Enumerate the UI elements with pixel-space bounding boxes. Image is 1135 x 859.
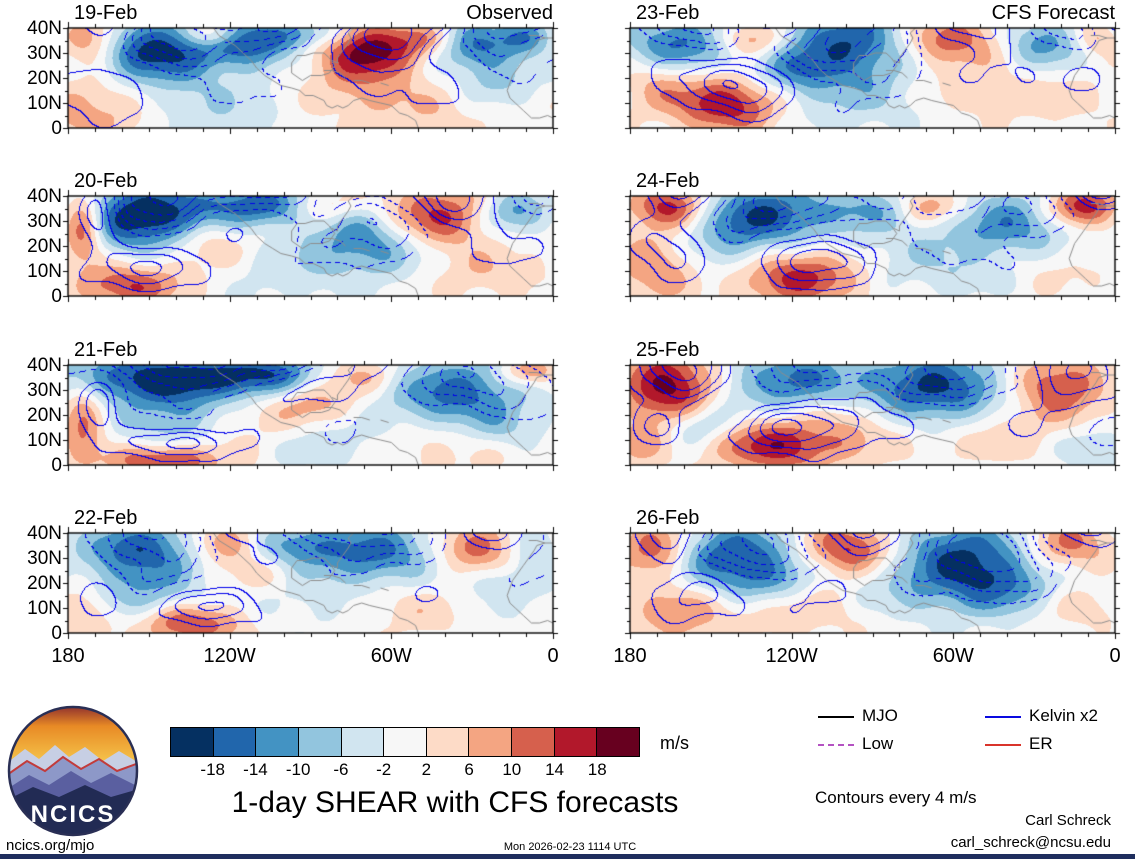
colorbar-tick-label: -18	[200, 760, 225, 779]
legend-line-kelvin-x2	[985, 716, 1021, 718]
legend-label-mjo: MJO	[862, 706, 898, 725]
panel-date-label: 22-Feb	[74, 507, 138, 529]
credit-name: Carl Schreck	[1025, 812, 1111, 829]
footer-bar	[0, 854, 1135, 859]
y-axis-tick-label: 30N	[27, 380, 62, 401]
y-axis-tick-label: 20N	[27, 405, 62, 426]
map-panel-20-Feb	[61, 189, 560, 303]
generation-timestamp: Mon 2026-02-23 1114 UTC	[503, 841, 637, 853]
x-axis-tick-label: 180	[613, 645, 647, 667]
colorbar-tick-label: 2	[421, 760, 432, 779]
colorbar-cell	[425, 727, 470, 757]
contour-note: Contours every 4 m/s	[815, 788, 977, 807]
map-panel-25-Feb	[623, 358, 1122, 472]
x-axis-tick-label: 60W	[932, 645, 974, 667]
figure-title: 1-day SHEAR with CFS forecasts	[231, 786, 679, 819]
colorbar-tick-label: 10	[502, 760, 522, 779]
panel-date-label: 19-Feb	[74, 2, 138, 24]
ncics-logo: NCICS	[7, 705, 139, 837]
colorbar-cell	[596, 727, 641, 757]
panel-date-label: 25-Feb	[636, 339, 700, 361]
colorbar-tick-label: 14	[545, 760, 564, 779]
map-panel-23-Feb	[623, 21, 1122, 135]
x-axis-tick-label: 120W	[765, 645, 818, 667]
column-heading: Observed	[466, 2, 553, 24]
legend-line-mjo	[818, 716, 854, 718]
colorbar-cell	[340, 727, 385, 757]
colorbar-tick-label: -6	[333, 760, 349, 779]
colorbar-cell	[255, 727, 299, 757]
y-axis-tick-label: 20N	[27, 236, 62, 257]
panel-date-label: 24-Feb	[636, 170, 700, 192]
site-link-text: ncics.org/mjo	[6, 837, 95, 854]
y-axis-tick-label: 30N	[27, 43, 62, 64]
y-axis-tick-label: 40N	[27, 18, 62, 39]
panel-date-label: 26-Feb	[636, 507, 700, 529]
colorbar-tick-label: 6	[464, 760, 474, 779]
ncics-logo-graphic: NCICS	[7, 705, 139, 837]
x-axis-tick-label: 120W	[203, 645, 256, 667]
colorbar-tick-label: 18	[587, 760, 607, 779]
y-axis-tick-label: 0	[51, 623, 62, 644]
x-axis-tick-label: 180	[51, 645, 85, 667]
panel-date-label: 23-Feb	[636, 2, 700, 24]
y-axis-tick-label: 10N	[27, 430, 62, 451]
map-panel-26-Feb	[623, 526, 1122, 640]
y-axis-tick-label: 20N	[27, 573, 62, 594]
colorbar-cell	[511, 727, 555, 757]
panel-date-label: 20-Feb	[74, 170, 138, 192]
y-axis-tick-label: 40N	[27, 186, 62, 207]
map-panel-24-Feb	[623, 189, 1122, 303]
ncics-logo-text: NCICS	[31, 801, 116, 828]
colorbar-cell	[468, 727, 513, 757]
x-axis-tick-label: 0	[1109, 645, 1121, 667]
legend-label-kelvin-x2: Kelvin x2	[1029, 706, 1098, 725]
y-axis-tick-label: 40N	[27, 523, 62, 544]
column-heading: CFS Forecast	[991, 2, 1115, 24]
colorbar-cell	[553, 727, 598, 757]
colorbar-cell	[297, 727, 342, 757]
colorbar-tick-label: -10	[285, 760, 311, 779]
colorbar	[170, 727, 641, 757]
colorbar-cell	[170, 727, 214, 757]
x-axis-tick-label: 0	[547, 645, 559, 667]
map-panel-19-Feb	[61, 21, 560, 135]
colorbar-cell	[383, 727, 427, 757]
y-axis-tick-label: 10N	[27, 93, 62, 114]
map-panel-22-Feb	[61, 526, 560, 640]
y-axis-tick-label: 0	[51, 286, 62, 307]
y-axis-tick-label: 30N	[27, 211, 62, 232]
y-axis-tick-label: 30N	[27, 548, 62, 569]
y-axis-tick-label: 0	[51, 118, 62, 139]
colorbar-tick-label: -2	[376, 760, 392, 779]
legend-label-low: Low	[862, 734, 894, 753]
panel-date-label: 21-Feb	[74, 339, 138, 361]
y-axis-tick-label: 0	[51, 455, 62, 476]
y-axis-tick-label: 10N	[27, 261, 62, 282]
y-axis-tick-label: 40N	[27, 355, 62, 376]
colorbar-cell	[212, 727, 257, 757]
y-axis-tick-label: 10N	[27, 598, 62, 619]
legend-label-er: ER	[1029, 734, 1053, 753]
x-axis-tick-label: 60W	[370, 645, 412, 667]
colorbar-tick-label: -14	[243, 760, 268, 779]
y-axis-tick-label: 20N	[27, 68, 62, 89]
map-panel-21-Feb	[61, 358, 560, 472]
legend-line-er	[985, 744, 1021, 746]
credit-email: carl_schreck@ncsu.edu	[950, 834, 1111, 851]
colorbar-unit-label: m/s	[660, 733, 689, 753]
legend-line-low	[818, 744, 854, 746]
